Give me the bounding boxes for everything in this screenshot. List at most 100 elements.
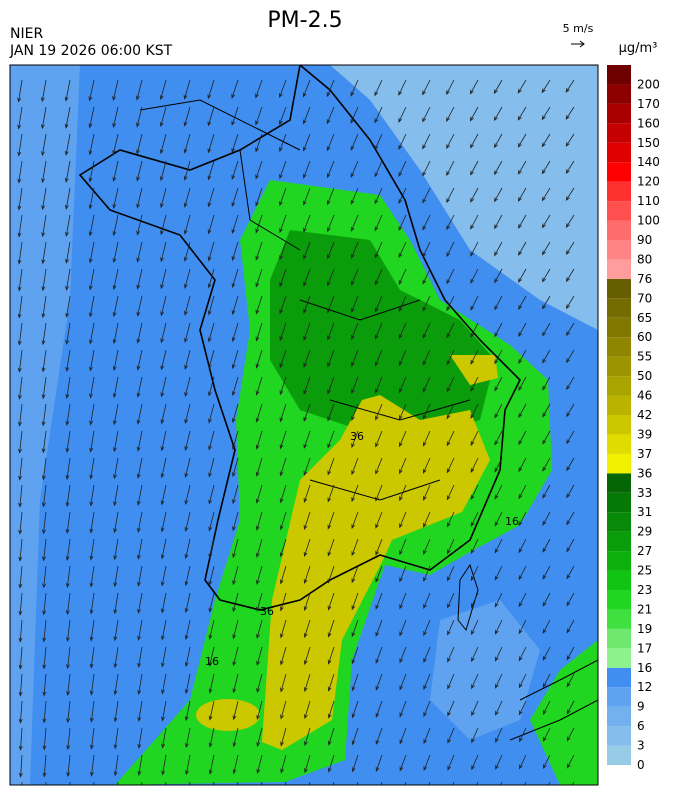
wind-arrow bbox=[113, 619, 119, 642]
wind-arrow bbox=[571, 781, 575, 785]
offshore bbox=[330, 65, 598, 330]
wind-arrow bbox=[184, 673, 191, 695]
wind-arrow bbox=[232, 511, 239, 532]
wind-arrow bbox=[232, 484, 239, 505]
wind-arrow bbox=[184, 430, 191, 452]
wind-arrow bbox=[542, 511, 551, 526]
wind-arrow bbox=[470, 268, 479, 284]
wind-arrow bbox=[160, 214, 167, 236]
wind-arrow bbox=[302, 106, 311, 125]
wind-arrow bbox=[494, 619, 503, 635]
wind-arrow bbox=[398, 322, 407, 340]
wind-arrow bbox=[399, 511, 407, 529]
wind-arrow bbox=[232, 754, 239, 775]
wind-arrow bbox=[136, 295, 143, 317]
wind-arrow bbox=[65, 430, 71, 453]
wind-arrow bbox=[566, 646, 575, 661]
wind-arrow bbox=[17, 79, 23, 103]
wind-arrow bbox=[469, 106, 479, 122]
wind-arrow bbox=[112, 214, 119, 237]
wind-arrow bbox=[398, 349, 407, 367]
wind-arrow bbox=[65, 484, 71, 508]
wind-arrow bbox=[280, 700, 287, 720]
wind-arrow bbox=[279, 133, 287, 153]
wind-arrow bbox=[232, 727, 239, 748]
wind-arrow bbox=[42, 727, 47, 751]
wind-arrow bbox=[524, 781, 527, 785]
colorbar-label: 42 bbox=[637, 408, 652, 422]
wind-arrow bbox=[231, 214, 239, 235]
wind-arrow bbox=[351, 376, 359, 395]
wind-arrow bbox=[494, 295, 503, 311]
wind-arrow bbox=[160, 268, 167, 290]
wind-arrow bbox=[351, 403, 359, 422]
wind-arrow bbox=[255, 79, 263, 99]
colorbar-label: 140 bbox=[637, 155, 660, 169]
wind-arrow bbox=[351, 619, 359, 638]
wind-arrow bbox=[66, 727, 71, 751]
wind-arrow bbox=[422, 79, 431, 96]
colorbar-label: 70 bbox=[637, 291, 652, 305]
wind-arrow bbox=[518, 592, 527, 608]
wind-arrow bbox=[566, 565, 575, 580]
wind-arrow bbox=[375, 403, 383, 421]
wind-arrow bbox=[208, 457, 215, 478]
wind-arrow bbox=[350, 160, 359, 178]
wind-arrow bbox=[374, 268, 383, 286]
wind-arrow bbox=[327, 754, 335, 773]
wind-arrow bbox=[327, 619, 335, 638]
wind-arrow bbox=[184, 376, 191, 397]
wind-arrow bbox=[423, 646, 431, 664]
wind-arrow bbox=[494, 538, 503, 554]
wind-arrow bbox=[183, 133, 191, 154]
wind-arrow bbox=[112, 403, 119, 426]
wind-arrow bbox=[41, 106, 47, 130]
wind-arrow bbox=[41, 160, 47, 184]
wind-arrow bbox=[42, 511, 47, 535]
wind-arrow bbox=[423, 700, 431, 718]
wind-arrow bbox=[255, 403, 263, 423]
wind-arrow bbox=[327, 349, 335, 368]
wind-arrow bbox=[422, 403, 431, 420]
island bbox=[457, 563, 479, 632]
wind-arrow bbox=[566, 376, 575, 391]
wind-arrow bbox=[40, 79, 47, 103]
colorbar-box bbox=[607, 376, 631, 396]
wind-arrow bbox=[398, 187, 407, 204]
colorbar-label: 19 bbox=[637, 622, 652, 636]
wind-arrow bbox=[66, 700, 71, 724]
colorbar-box bbox=[607, 317, 631, 338]
wind-arrow bbox=[303, 484, 311, 503]
wind-arrow bbox=[66, 673, 71, 697]
wind-arrow bbox=[89, 565, 95, 588]
wind-arrow bbox=[64, 106, 71, 129]
wind-arrow bbox=[279, 187, 287, 207]
wind-arrow bbox=[327, 457, 335, 476]
wind-arrow bbox=[113, 646, 119, 669]
colorbar-label: 65 bbox=[637, 311, 652, 325]
wind-arrow bbox=[470, 322, 479, 338]
wind-arrow bbox=[232, 673, 239, 694]
unit: μg/m³ bbox=[619, 41, 658, 56]
wind-arrow bbox=[303, 349, 311, 368]
wind-arrow bbox=[423, 484, 431, 501]
wind-arrow bbox=[65, 376, 71, 399]
wind-arrow bbox=[518, 268, 527, 283]
wind-arrow bbox=[399, 403, 407, 421]
wind-arrow bbox=[351, 565, 359, 584]
wind-arrow bbox=[566, 484, 575, 499]
wind-arrow bbox=[422, 268, 431, 285]
wind-arrow bbox=[18, 457, 23, 481]
wind-arrow bbox=[519, 754, 527, 770]
colorbar-label: 0 bbox=[637, 758, 645, 772]
colorbar-label: 9 bbox=[637, 700, 645, 714]
wind-arrow bbox=[304, 754, 311, 774]
wind-arrow bbox=[136, 322, 143, 344]
wind-arrow bbox=[136, 511, 143, 533]
wind-arrow bbox=[279, 268, 287, 288]
colorbar-label: 110 bbox=[637, 194, 660, 208]
contour-label: 16 bbox=[505, 515, 519, 528]
wind-arrow bbox=[517, 79, 527, 94]
wind-arrow bbox=[136, 268, 143, 290]
wind-arrow bbox=[327, 484, 335, 503]
